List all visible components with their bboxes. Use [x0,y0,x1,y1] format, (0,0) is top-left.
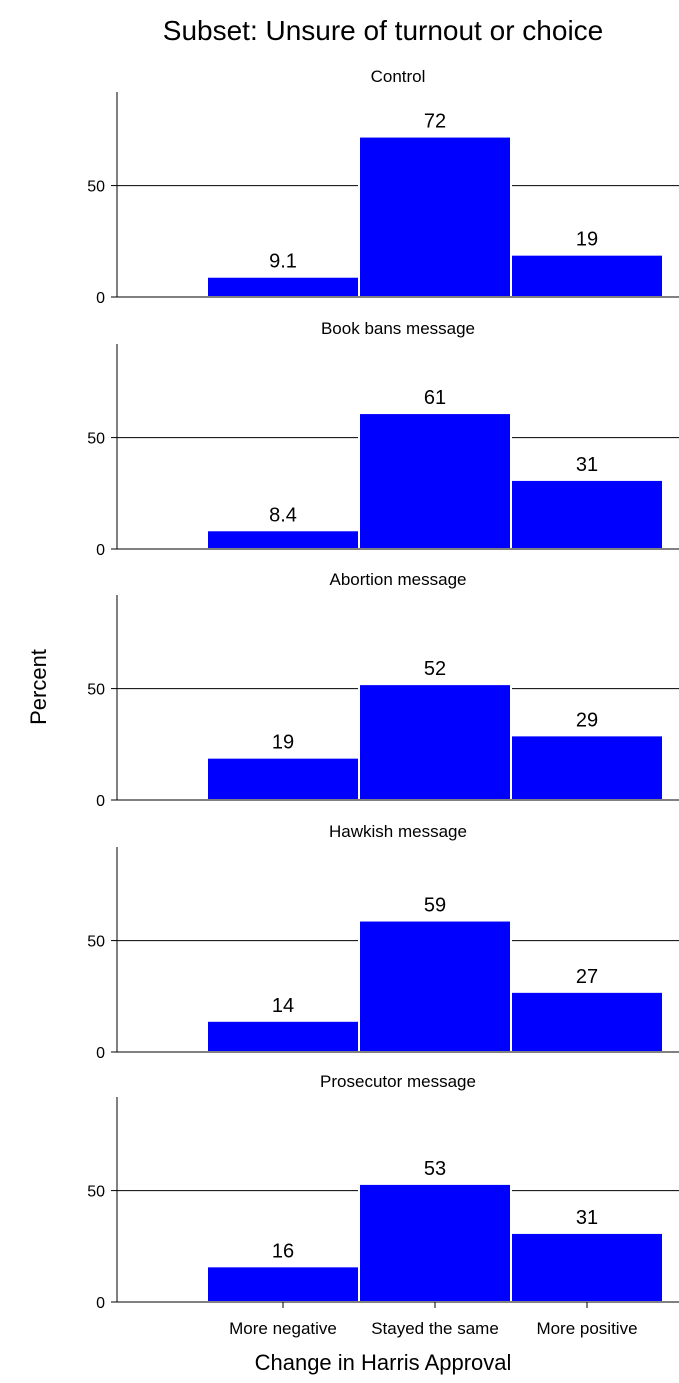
y-tick-label: 0 [96,290,105,307]
bar [510,734,664,801]
bar [206,529,360,550]
y-tick-label: 50 [87,934,105,951]
data-label: 31 [576,454,598,476]
bar [206,756,360,801]
y-tick-label: 0 [96,1295,105,1312]
panel-2: Book bans message 0 50 8.4 61 31 [87,319,679,559]
chart-title: Subset: Unsure of turnout or choice [163,15,603,46]
data-label: 19 [272,732,294,754]
data-label: 52 [424,658,446,680]
x-axis-title: Change in Harris Approval [255,1350,512,1375]
bar [510,990,664,1054]
data-label: 59 [424,895,446,917]
bar [358,1182,512,1304]
data-label: 19 [576,229,598,251]
bar [510,478,664,551]
y-axis-title: Percent [26,649,51,725]
y-tick-label: 50 [87,431,105,448]
panel-title: Control [371,67,426,86]
y-tick-label: 50 [87,179,105,196]
panel-title: Prosecutor message [320,1072,476,1091]
bar [206,1265,360,1303]
bar [510,253,664,298]
data-label: 8.4 [269,504,297,526]
bar [510,1231,664,1304]
panel-title: Hawkish message [329,822,467,841]
bar [358,412,512,550]
data-label: 29 [576,709,598,731]
x-tick-label: More positive [536,1319,637,1338]
data-label: 27 [576,966,598,988]
panel-1: Control 0 50 9.1 72 19 [87,67,679,307]
data-label: 9.1 [269,251,297,273]
chart-panels: Control 0 50 9.1 72 19 Book bans message 0 50 8.4… [87,67,679,1312]
panel-5: Prosecutor message 0 50 16 53 31 [87,1072,679,1312]
x-axis: More negative Stayed the same More positiv… [229,1302,638,1338]
y-tick-label: 50 [87,1184,105,1201]
data-label: 53 [424,1158,446,1180]
x-tick-label: Stayed the same [371,1319,499,1338]
panel-3: Abortion message 0 50 19 52 29 [87,570,679,810]
panel-4: Hawkish message 0 50 14 59 27 [87,822,679,1062]
data-label: 14 [272,995,294,1017]
bar [206,1019,360,1053]
data-label: 31 [576,1207,598,1229]
y-tick-label: 0 [96,1045,105,1062]
y-tick-label: 50 [87,682,105,699]
bar [358,135,512,298]
x-tick-label: More negative [229,1319,337,1338]
data-label: 16 [272,1240,294,1262]
bar [358,919,512,1053]
panel-title: Book bans message [321,319,475,338]
bar [206,275,360,299]
bar [358,683,512,801]
y-tick-label: 0 [96,542,105,559]
y-tick-label: 0 [96,793,105,810]
data-label: 61 [424,387,446,409]
data-label: 72 [424,111,446,133]
panel-title: Abortion message [329,570,466,589]
